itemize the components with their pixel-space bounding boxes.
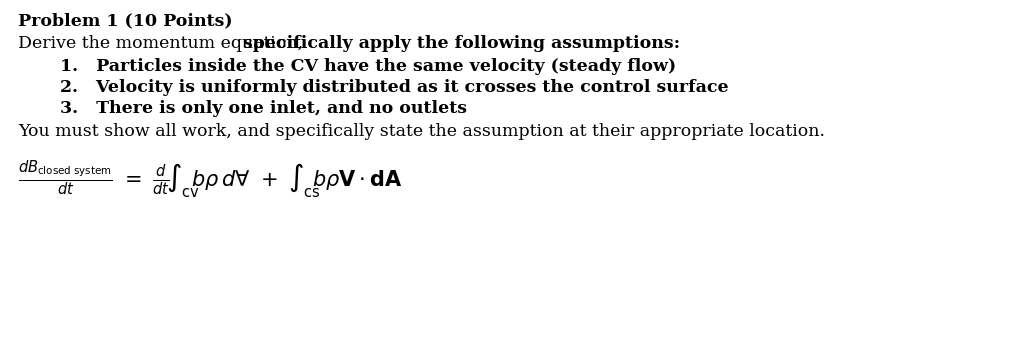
Text: Derive the momentum equation,: Derive the momentum equation,: [18, 35, 308, 52]
Text: $\frac{dB_{\rm closed\ system}}{dt}\ =\ \frac{d}{dt}\!\int_{\rm cv}\!\! b\rho\, : $\frac{dB_{\rm closed\ system}}{dt}\ =\ …: [18, 158, 402, 201]
Text: 2.   Velocity is uniformly distributed as it crosses the control surface: 2. Velocity is uniformly distributed as …: [60, 79, 729, 96]
Text: You must show all work, and specifically state the assumption at their appropria: You must show all work, and specifically…: [18, 123, 825, 140]
Text: 1.   Particles inside the CV have the same velocity (steady flow): 1. Particles inside the CV have the same…: [60, 58, 676, 75]
Text: 3.   There is only one inlet, and no outlets: 3. There is only one inlet, and no outle…: [60, 100, 467, 117]
Text: specifically apply the following assumptions:: specifically apply the following assumpt…: [243, 35, 680, 52]
Text: Problem 1 (10 Points): Problem 1 (10 Points): [18, 12, 232, 29]
